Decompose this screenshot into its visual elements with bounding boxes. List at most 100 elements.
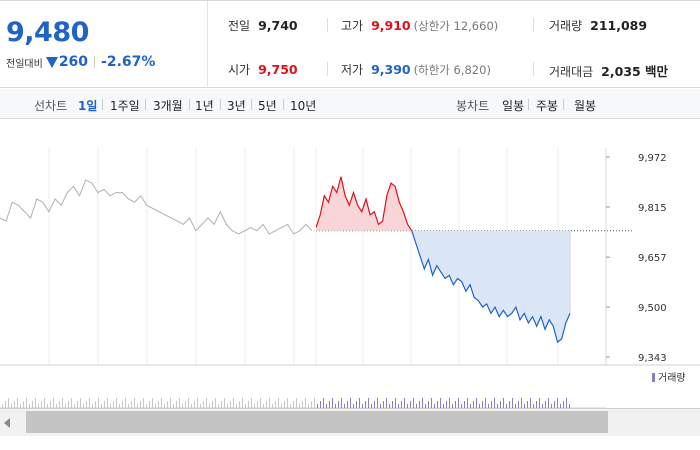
- quote-header: 9,480 전일대비 260 -2.67% 전일 9,740 고가 9,910 …: [0, 0, 700, 88]
- tab-1-year[interactable]: 1년: [195, 99, 214, 113]
- divider: [533, 18, 534, 32]
- volume-bar: [359, 398, 360, 408]
- volume-bar: [416, 404, 417, 408]
- volume-bar: [386, 398, 387, 408]
- volume-bar: [344, 404, 345, 408]
- volume-bar: [542, 404, 543, 408]
- volume-bar: [284, 401, 285, 408]
- volume-bar: [146, 404, 147, 408]
- volume-bar: [377, 398, 378, 408]
- volume-bar: [2, 404, 3, 408]
- stat-low: 저가 9,390 (하한가 6,820): [341, 61, 491, 78]
- volume-bar: [389, 404, 390, 408]
- volume-bar: [50, 401, 51, 408]
- price-chart-svg: 9,972 9,815 9,657 9,500 9,343 거래량: [0, 148, 700, 409]
- volume-bar: [80, 398, 81, 408]
- volume-bar: [182, 404, 183, 408]
- tab-weekly-candle[interactable]: 주봉: [536, 99, 559, 113]
- volume-bar: [44, 398, 45, 408]
- volume-bar: [74, 404, 75, 408]
- volume-bar: [233, 398, 234, 408]
- scroll-thumb[interactable]: [26, 411, 608, 433]
- volume-bar: [461, 404, 462, 408]
- volume-bar: [176, 401, 177, 408]
- volume-bar: [320, 401, 321, 408]
- tab-daily-candle[interactable]: 일봉: [502, 99, 525, 113]
- volume-bar: [125, 398, 126, 408]
- volume-bar: [473, 401, 474, 408]
- tab-1-day[interactable]: 1일: [78, 99, 98, 113]
- volume-bar: [236, 404, 237, 408]
- volume-bar: [314, 398, 315, 408]
- scroll-left-arrow-icon[interactable]: [4, 418, 10, 428]
- volume-bar: [374, 401, 375, 408]
- volume-bar: [560, 404, 561, 408]
- volume-bar: [437, 401, 438, 408]
- volume-bar: [506, 404, 507, 408]
- chart-scrollbar[interactable]: [0, 408, 700, 436]
- volume-bar: [224, 398, 225, 408]
- volume-bar: [452, 404, 453, 408]
- y-tick-label: 9,657: [638, 253, 667, 264]
- volume-bar: [149, 401, 150, 408]
- volume-bar: [338, 401, 339, 408]
- tab-monthly-candle[interactable]: 월봉: [574, 99, 597, 113]
- volume-bar: [308, 404, 309, 408]
- price-chart[interactable]: 9,972 9,815 9,657 9,500 9,343 거래량: [0, 120, 700, 410]
- volume-bar: [425, 404, 426, 408]
- volume-bar: [194, 401, 195, 408]
- volume-bar: [350, 398, 351, 408]
- volume-bar: [428, 401, 429, 408]
- volume-bar: [557, 398, 558, 408]
- stat-value: 211,089: [590, 18, 648, 33]
- volume-bar: [92, 404, 93, 408]
- tab-3-months[interactable]: 3개월: [153, 99, 183, 113]
- volume-bar: [242, 398, 243, 408]
- volume-bar: [305, 398, 306, 408]
- volume-bar: [317, 404, 318, 408]
- volume-bar: [533, 404, 534, 408]
- volume-bar: [134, 398, 135, 408]
- volume-bar: [311, 401, 312, 408]
- divider: [145, 99, 146, 110]
- volume-bar: [161, 398, 162, 408]
- volume-bar: [410, 401, 411, 408]
- tab-10-years[interactable]: 10년: [290, 99, 317, 113]
- volume-bar: [227, 404, 228, 408]
- tab-1-week[interactable]: 1주일: [110, 99, 140, 113]
- stat-label: 고가: [341, 19, 364, 33]
- volume-bar: [83, 404, 84, 408]
- y-axis-ticks: 9,972 9,815 9,657 9,500 9,343: [606, 153, 667, 364]
- divider: [251, 99, 252, 110]
- line-chart-label: 선차트: [34, 99, 68, 113]
- volume-bar: [71, 398, 72, 408]
- volume-bar: [449, 398, 450, 408]
- volume-bar: [68, 401, 69, 408]
- volume-bar: [188, 398, 189, 408]
- volume-bar: [128, 404, 129, 408]
- volume-bar: [440, 398, 441, 408]
- volume-bar: [539, 398, 540, 408]
- volume-bar: [5, 401, 6, 408]
- volume-bar: [353, 404, 354, 408]
- stats-panel: 전일 9,740 고가 9,910 (상한가 12,660) 거래량 211,0…: [208, 1, 700, 88]
- stat-high: 고가 9,910 (상한가 12,660): [341, 17, 498, 34]
- volume-bar: [524, 404, 525, 408]
- volume-bar: [254, 404, 255, 408]
- tab-3-years[interactable]: 3년: [227, 99, 246, 113]
- volume-bar: [323, 398, 324, 408]
- volume-bar: [458, 398, 459, 408]
- volume-bar: [200, 404, 201, 408]
- volume-bar: [206, 398, 207, 408]
- upper-limit: (상한가 12,660): [413, 19, 499, 33]
- divider: [94, 56, 96, 68]
- volume-bar: [422, 398, 423, 408]
- up-area: [316, 176, 412, 231]
- volume-bar: [35, 398, 36, 408]
- stat-volume: 거래량 211,089: [549, 17, 647, 34]
- volume-bar: [269, 398, 270, 408]
- volume-bar: [371, 404, 372, 408]
- volume-bar: [191, 404, 192, 408]
- tab-5-years[interactable]: 5년: [258, 99, 277, 113]
- volume-bar: [290, 404, 291, 408]
